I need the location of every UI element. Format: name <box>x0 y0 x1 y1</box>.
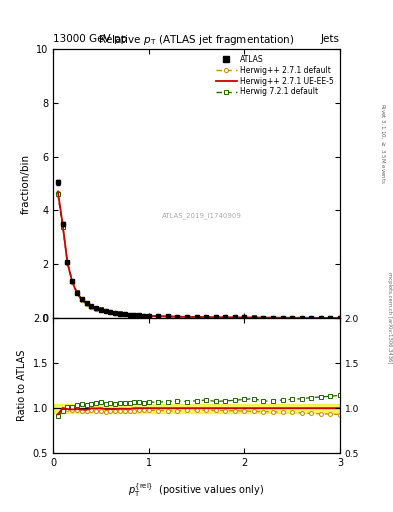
Text: $p_{\rm T}^{\rm\{rel\}}$  (positive values only): $p_{\rm T}^{\rm\{rel\}}$ (positive value… <box>129 481 264 499</box>
Y-axis label: Ratio to ATLAS: Ratio to ATLAS <box>17 350 27 421</box>
Text: Rivet 3.1.10, $\geq$ 3.5M events: Rivet 3.1.10, $\geq$ 3.5M events <box>379 103 387 184</box>
Text: Jets: Jets <box>321 33 340 44</box>
Text: ATLAS_2019_I1740909: ATLAS_2019_I1740909 <box>162 212 242 219</box>
Title: Relative $p_{\mathrm{T}}$ (ATLAS jet fragmentation): Relative $p_{\mathrm{T}}$ (ATLAS jet fra… <box>98 33 295 47</box>
Legend: ATLAS, Herwig++ 2.7.1 default, Herwig++ 2.7.1 UE-EE-5, Herwig 7.2.1 default: ATLAS, Herwig++ 2.7.1 default, Herwig++ … <box>213 52 336 99</box>
Text: mcplots.cern.ch [arXiv:1306.3436]: mcplots.cern.ch [arXiv:1306.3436] <box>387 272 391 363</box>
Y-axis label: fraction/bin: fraction/bin <box>20 154 30 214</box>
Text: 13000 GeV pp: 13000 GeV pp <box>53 33 127 44</box>
